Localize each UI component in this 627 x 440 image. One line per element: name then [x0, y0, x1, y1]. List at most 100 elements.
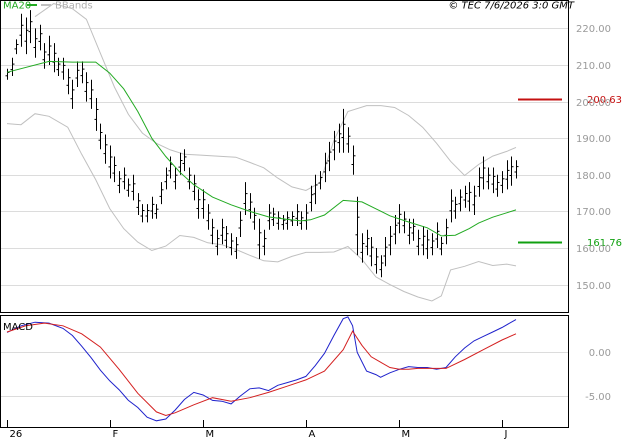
macd-gridlines — [1, 352, 568, 397]
macd-tick-label: 0.00 — [589, 348, 611, 359]
ma20-line — [6, 60, 517, 237]
price-bar — [341, 108, 346, 153]
price-bar — [70, 79, 75, 109]
price-bar — [477, 167, 482, 197]
price-bar — [318, 171, 323, 190]
price-bar — [122, 167, 127, 190]
price-bar — [38, 24, 43, 51]
price-bar — [117, 171, 122, 194]
price-bar — [89, 79, 94, 109]
price-bar — [75, 61, 80, 87]
price-bar — [154, 204, 159, 219]
price-tick-label: 150.00 — [576, 281, 611, 292]
price-bar — [295, 204, 300, 226]
price-bar — [281, 215, 286, 230]
signal-line — [6, 322, 517, 417]
price-bar — [439, 237, 444, 256]
price-tick-label: 180.00 — [576, 171, 611, 182]
price-bar — [140, 204, 145, 223]
support-label: 161.76 — [587, 238, 622, 249]
price-bar — [421, 226, 426, 256]
date-tick-label: A — [309, 429, 316, 440]
price-bar — [131, 174, 136, 201]
date-tick-label: M — [206, 429, 215, 440]
price-bar — [374, 248, 379, 274]
price-bar — [108, 145, 113, 179]
price-bar — [215, 229, 220, 256]
date-tick-label: F — [113, 429, 119, 440]
price-bar — [159, 182, 164, 205]
price-bar — [509, 156, 514, 186]
price-bar — [112, 156, 117, 183]
price-bar — [56, 57, 61, 76]
macd-tick-label: -5.00 — [585, 392, 611, 403]
price-bar — [28, 10, 33, 44]
price-bar — [94, 98, 99, 131]
price-bar — [285, 211, 290, 230]
price-bar — [500, 171, 505, 194]
price-bars — [5, 10, 519, 278]
price-bar — [10, 57, 15, 76]
price-bar — [327, 141, 332, 172]
price-bar — [463, 185, 468, 208]
price-bar — [486, 167, 491, 190]
date-tick-label: M — [402, 429, 411, 440]
price-tick-label: 220.00 — [576, 24, 611, 35]
price-bar — [257, 218, 262, 259]
price-bar — [313, 174, 318, 205]
price-bar — [271, 207, 276, 226]
price-panel — [0, 0, 569, 313]
price-bar — [262, 229, 267, 256]
price-bar — [388, 226, 393, 256]
price-bar — [145, 204, 150, 223]
price-bar — [206, 204, 211, 230]
price-bar — [309, 185, 314, 212]
price-bar — [402, 211, 407, 234]
price-axis: 150.00 160.00 170.00 180.00 190.00 200.00 210.… — [576, 24, 611, 292]
price-bar — [42, 43, 47, 69]
price-bar — [98, 123, 103, 150]
price-tick-label: 190.00 — [576, 134, 611, 145]
price-bar — [47, 35, 52, 65]
macd-label: MACD — [3, 322, 33, 333]
price-bar — [220, 218, 225, 245]
bbands-legend-label: BBands — [55, 1, 93, 12]
price-bar — [383, 237, 388, 267]
price-bar — [234, 237, 239, 259]
resistance-label: 200.63 — [587, 95, 622, 106]
ma20-legend-label: MA20 — [3, 1, 31, 12]
price-bar — [126, 178, 131, 197]
price-bar — [238, 211, 243, 237]
bbands-legend-swatch — [41, 4, 51, 6]
price-bar — [103, 134, 108, 164]
price-bar — [393, 215, 398, 245]
price-bar — [407, 218, 412, 245]
price-bar — [355, 196, 360, 256]
price-levels: 200.63 161.76 — [518, 95, 622, 249]
price-bar — [435, 222, 440, 248]
price-bar — [248, 193, 253, 219]
price-bar — [351, 145, 356, 175]
price-bar — [425, 229, 430, 259]
price-bar — [173, 167, 178, 190]
price-bar — [164, 167, 169, 190]
price-bar — [24, 17, 29, 55]
price-bar — [136, 193, 141, 215]
price-bar — [201, 189, 206, 219]
timestamp: © TEC 7/6/2026 3:0 GMT — [448, 1, 575, 12]
price-bar — [346, 127, 351, 153]
price-bar — [416, 229, 421, 256]
price-bar — [52, 43, 57, 73]
price-bar — [187, 167, 192, 190]
price-bar — [19, 13, 24, 47]
price-bar — [365, 229, 370, 256]
price-bar — [182, 149, 187, 172]
price-tick-label: 170.00 — [576, 207, 611, 218]
price-bar — [411, 218, 416, 241]
price-bar — [323, 152, 328, 183]
price-bar — [481, 156, 486, 190]
price-bar — [290, 211, 295, 226]
price-bar — [430, 233, 435, 256]
price-tick-label: 210.00 — [576, 61, 611, 72]
price-bar — [369, 237, 374, 267]
